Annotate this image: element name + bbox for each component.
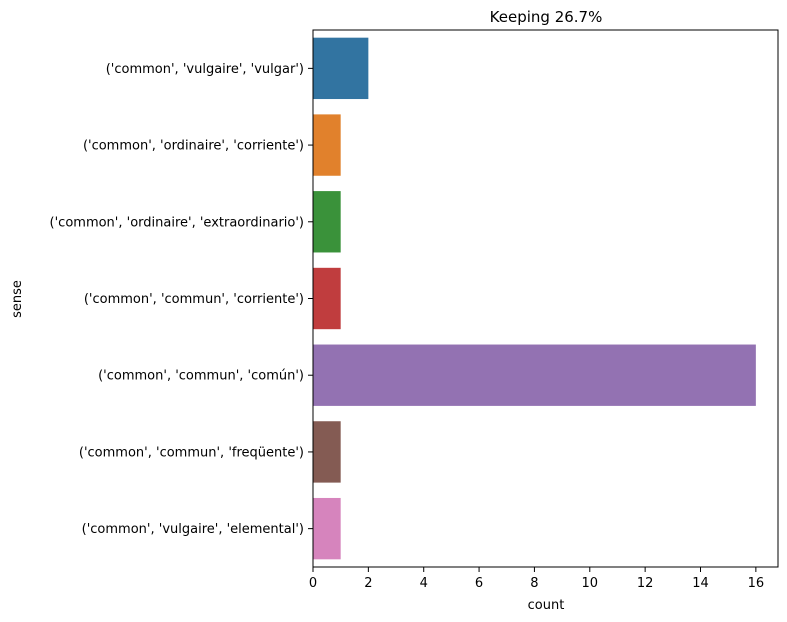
y-axis-ticks: ('common', 'vulgaire', 'vulgar') ('common… xyxy=(50,62,313,537)
y-tick-label: ('common', 'ordinaire', 'corriente') xyxy=(83,139,304,154)
bar xyxy=(313,191,341,253)
y-tick-label: ('common', 'commun', 'corriente') xyxy=(84,292,304,307)
x-tick-label: 8 xyxy=(530,576,538,591)
y-tick-label: ('common', 'commun', 'común') xyxy=(98,369,304,384)
x-axis-ticks: 0 2 4 6 8 10 12 14 16 xyxy=(309,567,764,591)
y-tick-label: ('common', 'ordinaire', 'extraordinario'… xyxy=(50,215,304,230)
chart-title: Keeping 26.7% xyxy=(490,8,603,26)
y-tick-label: ('common', 'vulgaire', 'vulgar') xyxy=(106,62,304,77)
y-axis-label: sense xyxy=(10,280,25,318)
bar xyxy=(313,114,341,176)
x-tick-label: 6 xyxy=(475,576,483,591)
bars-group xyxy=(313,37,756,560)
y-tick-label: ('common', 'commun', 'freqüente') xyxy=(79,445,304,460)
x-tick-label: 10 xyxy=(582,576,599,591)
y-tick-label: ('common', 'vulgaire', 'elemental') xyxy=(82,522,304,537)
x-tick-label: 4 xyxy=(420,576,428,591)
x-tick-label: 14 xyxy=(692,576,709,591)
bar xyxy=(313,267,341,330)
bar xyxy=(313,497,341,560)
x-tick-label: 2 xyxy=(364,576,372,591)
plot-area-frame xyxy=(312,29,779,568)
x-axis-label: count xyxy=(528,598,565,613)
bar xyxy=(313,344,756,406)
x-tick-label: 0 xyxy=(309,576,317,591)
x-tick-label: 16 xyxy=(748,576,765,591)
x-tick-label: 12 xyxy=(637,576,654,591)
bar xyxy=(313,421,341,483)
bar xyxy=(313,37,369,100)
